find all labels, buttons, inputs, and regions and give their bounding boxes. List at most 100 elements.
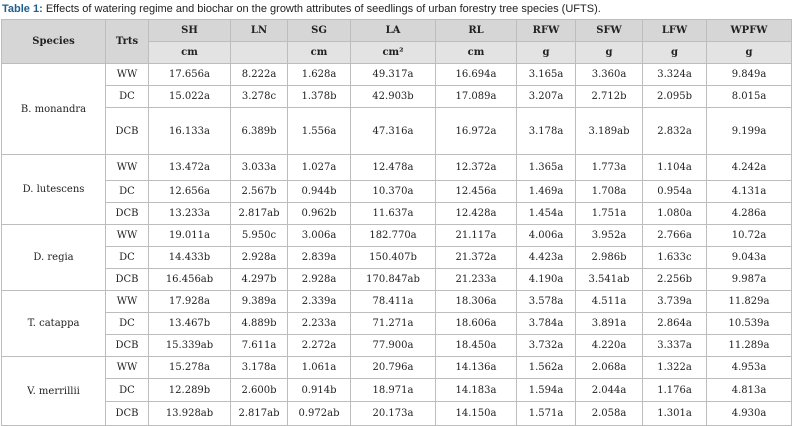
value-cell: 1.708a: [575, 180, 643, 203]
value-cell: 2.068a: [575, 356, 643, 379]
data-row: DC 12.656a 2.567b 0.944b 10.370a 12.456a 1.469…: [2, 180, 792, 203]
value-cell: 11.289a: [706, 334, 792, 357]
value-cell: 3.178a: [516, 107, 576, 155]
value-cell: 10.72a: [706, 224, 792, 247]
value-cell: 2.766a: [642, 224, 707, 247]
value-cell: 3.891a: [575, 312, 643, 335]
value-cell: 9.199a: [706, 107, 792, 155]
value-cell: 18.606a: [435, 312, 517, 335]
treatment-cell: WW: [105, 224, 149, 247]
value-cell: 3.337a: [642, 334, 707, 357]
value-cell: 3.189ab: [575, 107, 643, 155]
unit-cell: cm: [287, 41, 351, 64]
caption-label: Table 1:: [2, 3, 43, 15]
value-cell: 1.633c: [642, 246, 707, 269]
treatment-cell: DCB: [105, 334, 149, 357]
value-cell: 3.952a: [575, 224, 643, 247]
unit-cell: cm²: [350, 41, 436, 64]
value-cell: 9.043a: [706, 246, 792, 269]
data-row: B. monandra WW 17.656a 8.222a 1.628a 49.317a 1…: [1, 63, 792, 155]
value-cell: 2.986b: [575, 246, 643, 269]
value-cell: 2.832a: [642, 107, 707, 155]
value-cell: 4.190a: [516, 268, 576, 291]
data-row: D. lutescens WW 13.472a 3.033a 1.027a 12.478a…: [1, 154, 792, 225]
value-cell: 4.953a: [706, 356, 792, 379]
value-cell: 49.317a: [350, 63, 436, 86]
value-cell: 3.784a: [516, 312, 576, 335]
value-cell: 1.628a: [287, 63, 351, 86]
value-cell: 18.971a: [350, 378, 436, 402]
value-cell: 5.950c: [230, 224, 288, 247]
treatment-cell: DC: [105, 378, 149, 402]
value-cell: 2.928a: [287, 268, 351, 291]
data-row: DCB 13.928ab 2.817ab 0.972ab 20.173a 14.150a 1…: [2, 401, 792, 426]
data-table: Species Trts SH LN SG LA RL RFW SFW LFW WPFW cm cm cm…: [1, 19, 792, 426]
treatment-cell: DCB: [105, 202, 149, 225]
value-cell: 6.389b: [230, 107, 288, 155]
value-cell: 1.176a: [642, 378, 707, 402]
value-cell: 1.571a: [516, 401, 576, 426]
value-cell: 170.847ab: [350, 268, 436, 291]
treatment-cell: DCB: [105, 401, 149, 426]
value-cell: 2.339a: [287, 290, 351, 313]
value-cell: 3.732a: [516, 334, 576, 357]
value-cell: 3.578a: [516, 290, 576, 313]
treatment-cell: DC: [105, 246, 149, 269]
value-cell: 1.104a: [642, 154, 707, 181]
value-cell: 3.207a: [516, 85, 576, 108]
value-cell: 2.044a: [575, 378, 643, 402]
data-row: DCB 15.339ab 7.611a 2.272a 77.900a 18.450a 3.7…: [2, 334, 792, 357]
value-cell: 2.712b: [575, 85, 643, 108]
value-cell: 17.089a: [435, 85, 517, 108]
data-row: T. catappa WW 17.928a 9.389a 2.339a 78.411a 18…: [1, 290, 792, 357]
value-cell: 2.928a: [230, 246, 288, 269]
value-cell: 42.903b: [350, 85, 436, 108]
value-cell: 1.562a: [516, 356, 576, 379]
value-cell: 3.360a: [575, 63, 643, 86]
value-cell: 47.316a: [350, 107, 436, 155]
header-cell: LN: [230, 19, 288, 42]
data-row: DCB 13.233a 2.817ab 0.962b 11.637a 12.428a 1.4…: [2, 202, 792, 225]
data-row: DC 14.433b 2.928a 2.839a 150.407b 21.372a 4.42…: [2, 246, 792, 269]
header-cell: SG: [287, 19, 351, 42]
value-cell: 3.324a: [642, 63, 707, 86]
unit-cell: g: [642, 41, 707, 64]
value-cell: 18.450a: [435, 334, 517, 357]
value-cell: 3.006a: [287, 224, 351, 247]
value-cell: 10.370a: [350, 180, 436, 203]
value-cell: 20.796a: [350, 356, 436, 379]
value-cell: 3.278c: [230, 85, 288, 108]
treatment-cell: DCB: [105, 107, 149, 155]
treatment-cell: WW: [105, 154, 149, 181]
data-row: D. regia WW 19.011a 5.950c 3.006a 182.770a 21.…: [1, 224, 792, 291]
value-cell: 0.944b: [287, 180, 351, 203]
value-cell: 0.954a: [642, 180, 707, 203]
header-cell: SFW: [575, 19, 643, 42]
header-cell: SH: [148, 19, 231, 42]
treatment-cell: WW: [105, 356, 149, 379]
value-cell: 9.389a: [230, 290, 288, 313]
value-cell: 2.817ab: [230, 401, 288, 426]
unit-cell: g: [516, 41, 576, 64]
treatment-cell: DC: [105, 85, 149, 108]
value-cell: 1.061a: [287, 356, 351, 379]
value-cell: 14.136a: [435, 356, 517, 379]
value-cell: 15.278a: [148, 356, 231, 379]
value-cell: 150.407b: [350, 246, 436, 269]
value-cell: 20.173a: [350, 401, 436, 426]
value-cell: 1.594a: [516, 378, 576, 402]
value-cell: 0.962b: [287, 202, 351, 225]
header-row: Species Trts SH LN SG LA RL RFW SFW LFW WPFW: [1, 19, 792, 64]
treatment-cell: DC: [105, 312, 149, 335]
value-cell: 2.256b: [642, 268, 707, 291]
header-cell: Trts: [105, 19, 149, 64]
value-cell: 4.242a: [706, 154, 792, 181]
value-cell: 12.656a: [148, 180, 231, 203]
value-cell: 1.027a: [287, 154, 351, 181]
value-cell: 2.272a: [287, 334, 351, 357]
value-cell: 8.222a: [230, 63, 288, 86]
value-cell: 11.637a: [350, 202, 436, 225]
value-cell: 1.454a: [516, 202, 576, 225]
unit-cell: cm: [148, 41, 231, 64]
